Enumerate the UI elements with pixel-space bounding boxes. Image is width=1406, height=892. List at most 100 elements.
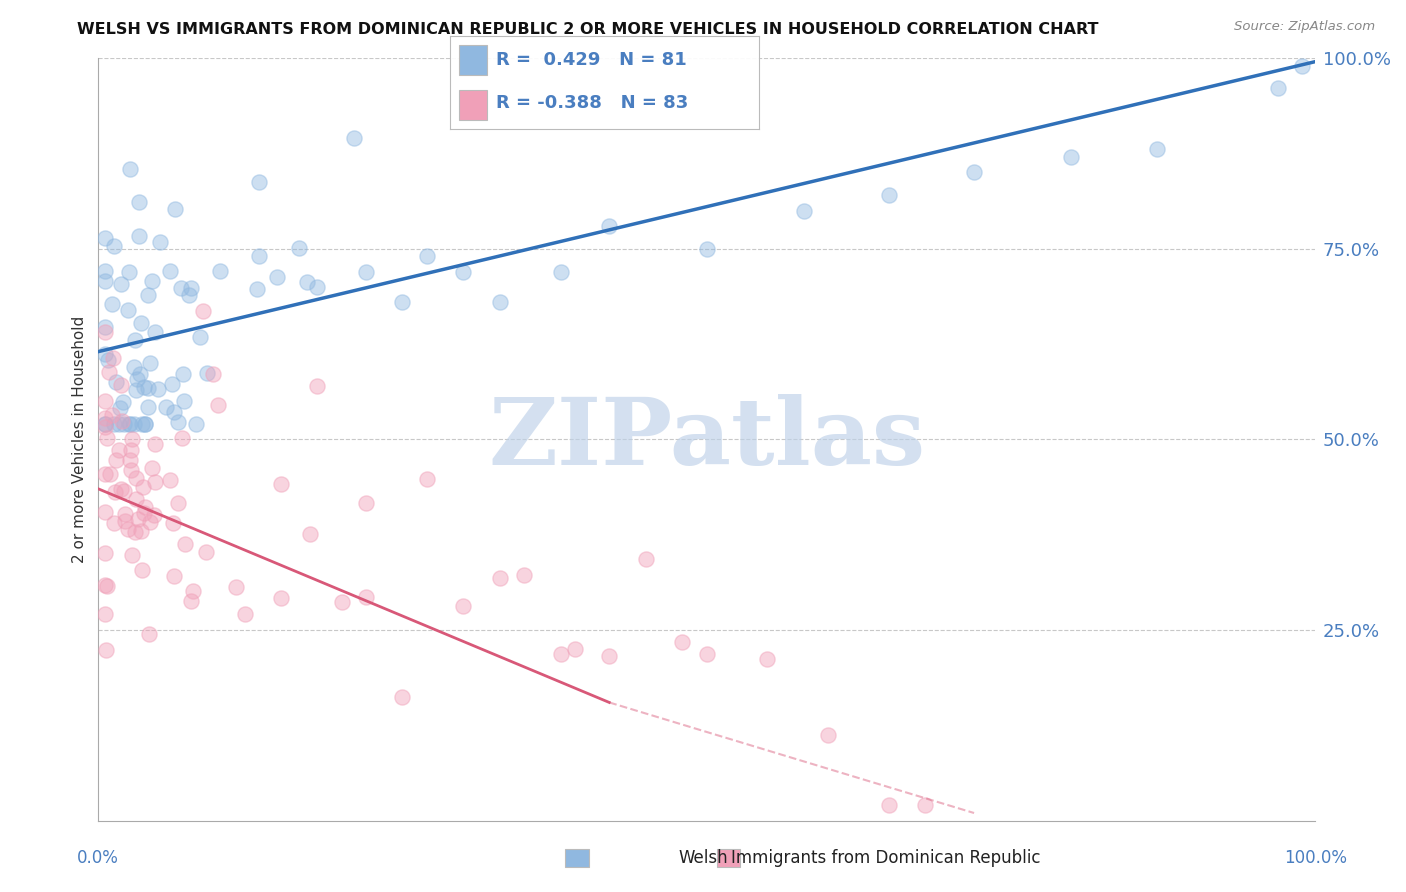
Point [167,415,190,429]
Point [201,367,224,381]
Point [914,798,936,813]
Point [122,360,145,375]
Point [112,395,135,409]
Point [110,482,132,496]
Point [162,569,184,583]
Point [128,194,150,209]
Point [128,367,150,381]
Point [93,546,115,560]
Point [104,484,127,499]
Point [93,607,115,621]
Point [121,548,143,562]
Point [134,417,156,431]
Point [141,274,163,288]
Point [1146,143,1168,157]
Point [120,463,142,477]
Point [120,417,142,431]
Point [136,288,159,302]
Point [108,417,131,431]
Point [132,506,155,520]
Point [117,523,139,537]
Point [108,442,131,457]
Point [266,269,288,284]
Point [246,282,269,296]
Point [696,242,718,256]
Point [453,599,475,613]
Point [93,231,115,245]
Point [125,491,148,506]
Point [103,417,125,431]
Point [877,798,900,813]
Point [93,467,115,482]
Bar [565,849,589,867]
Text: R =  0.429   N = 81: R = 0.429 N = 81 [496,51,688,69]
Point [159,473,181,487]
Point [134,500,156,514]
Point [756,652,779,666]
Point [163,405,186,419]
Point [110,378,132,392]
Point [963,165,986,179]
Point [121,432,143,446]
Point [295,275,318,289]
Point [93,505,115,519]
Point [93,410,115,425]
Point [172,431,194,445]
Point [100,297,122,311]
Point [93,578,115,592]
Point [181,584,204,599]
Text: Welsh: Welsh [678,849,728,867]
Point [93,325,115,339]
Point [167,496,190,510]
Point [356,590,378,604]
Point [143,436,166,450]
Bar [460,45,486,75]
Point [598,219,620,233]
Point [172,367,194,381]
Text: R = -0.388   N = 83: R = -0.388 N = 83 [496,94,689,112]
Point [104,375,127,389]
Text: Source: ZipAtlas.com: Source: ZipAtlas.com [1234,20,1375,33]
Point [93,264,115,278]
Point [108,401,131,415]
Point [93,393,115,408]
Point [134,417,156,431]
Point [177,288,200,302]
Point [817,728,839,742]
Point [207,399,229,413]
Point [288,241,311,255]
Point [136,401,159,415]
Point [453,264,475,278]
Point [877,188,900,202]
Point [125,471,148,485]
Point [391,295,413,310]
Point [118,264,141,278]
Point [550,648,572,662]
Point [124,333,146,347]
Point [330,594,353,608]
Point [195,545,218,559]
Point [94,643,117,657]
Point [354,264,377,278]
Point [391,690,413,704]
Point [513,567,536,582]
Point [103,239,125,253]
Point [191,303,214,318]
Point [195,366,218,380]
Point [129,316,152,330]
Point [93,417,115,431]
Point [93,417,115,431]
Point [141,461,163,475]
Point [598,648,620,663]
Point [96,431,118,445]
Point [138,626,160,640]
Point [122,417,145,431]
Point [104,453,127,467]
Point [128,229,150,244]
Point [165,202,187,216]
Point [110,277,132,292]
Text: 100.0%: 100.0% [1284,849,1347,867]
Text: 0.0%: 0.0% [77,849,120,867]
Point [671,635,693,649]
Point [416,472,439,486]
